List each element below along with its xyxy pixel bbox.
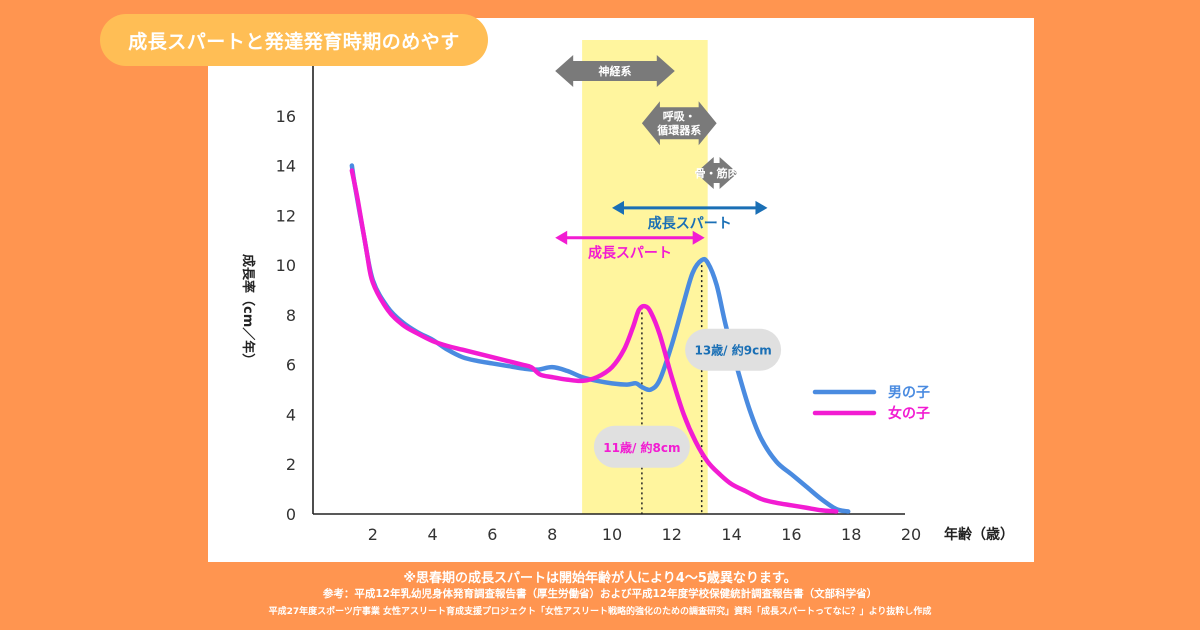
legend-label: 男の子 [888,385,930,401]
page-title: 成長スパートと発達発育時期のめやす [100,14,488,66]
chart-panel: 0 2 4 6 8 10 12 14 16 2 4 6 8 10 12 14 16 18 20 成長率（cm／年） 年齢… [208,18,1034,562]
x-tick-label: 14 [721,525,741,544]
y-tick-label: 14 [276,157,296,176]
y-tick-label: 12 [276,206,296,225]
stage-arrow-label: 骨・筋肉 [695,166,739,180]
legend-label: 女の子 [888,405,930,422]
callout-bubble [593,425,690,468]
y-tick-label: 10 [276,256,296,275]
spurt-arrow-head [612,200,624,215]
spurt-arrow-head [755,200,768,215]
stage-arrow-label: 循環器系 [657,123,701,137]
source-line-1: 参考：平成12年乳幼児身体発育調査報告書（厚生労働省）および平成12年度学校保健… [322,588,878,600]
stage-arrow-label: 神経系 [598,64,631,78]
y-tick-label: 16 [276,107,296,126]
source-line-2: 平成27年度スポーツ庁事業 女性アスリート育成支援プロジェクト「女性アスリート戦… [268,607,932,617]
callout-text: 13歳/ 約9cm [694,343,771,358]
x-tick-label: 16 [781,525,801,544]
x-tick-label: 6 [487,525,497,544]
x-tick-label: 8 [547,525,557,544]
stage-arrow [641,101,717,146]
spurt-label: 成長スパート [588,245,672,262]
y-tick-label: 8 [286,306,296,325]
stage-arrow [695,157,738,190]
spurt-arrow-head [692,230,705,245]
x-tick-label: 20 [901,525,921,544]
x-tick-label: 18 [841,525,861,544]
footnote: ※思春期の成長スパートは開始年齢が人により4〜5歳異なります。 [403,571,797,586]
stage-arrow [555,54,675,87]
x-tick-label: 12 [662,525,682,544]
stage-arrow-label: 呼吸・ [663,109,696,123]
x-axis-label: 年齢（歳） [944,526,1014,543]
x-tick-label: 4 [428,525,438,544]
x-tick-label: 2 [368,525,378,544]
callout-text: 11歳/ 約8cm [603,440,680,455]
callout-bubble [685,328,782,371]
y-axis-label: 成長率（cm／年） [240,254,256,366]
y-tick-label: 0 [286,505,296,524]
y-tick-label: 2 [286,455,296,474]
growth-rate-chart: 0 2 4 6 8 10 12 14 16 2 4 6 8 10 12 14 16 18 20 成長率（cm／年） 年齢… [240,40,1014,544]
series-line [349,168,839,514]
spurt-label: 成長スパート [648,215,732,232]
x-tick-label: 10 [602,525,622,544]
y-tick-label: 6 [286,356,296,375]
y-tick-label: 4 [286,405,296,424]
spurt-arrow-head [555,230,568,245]
